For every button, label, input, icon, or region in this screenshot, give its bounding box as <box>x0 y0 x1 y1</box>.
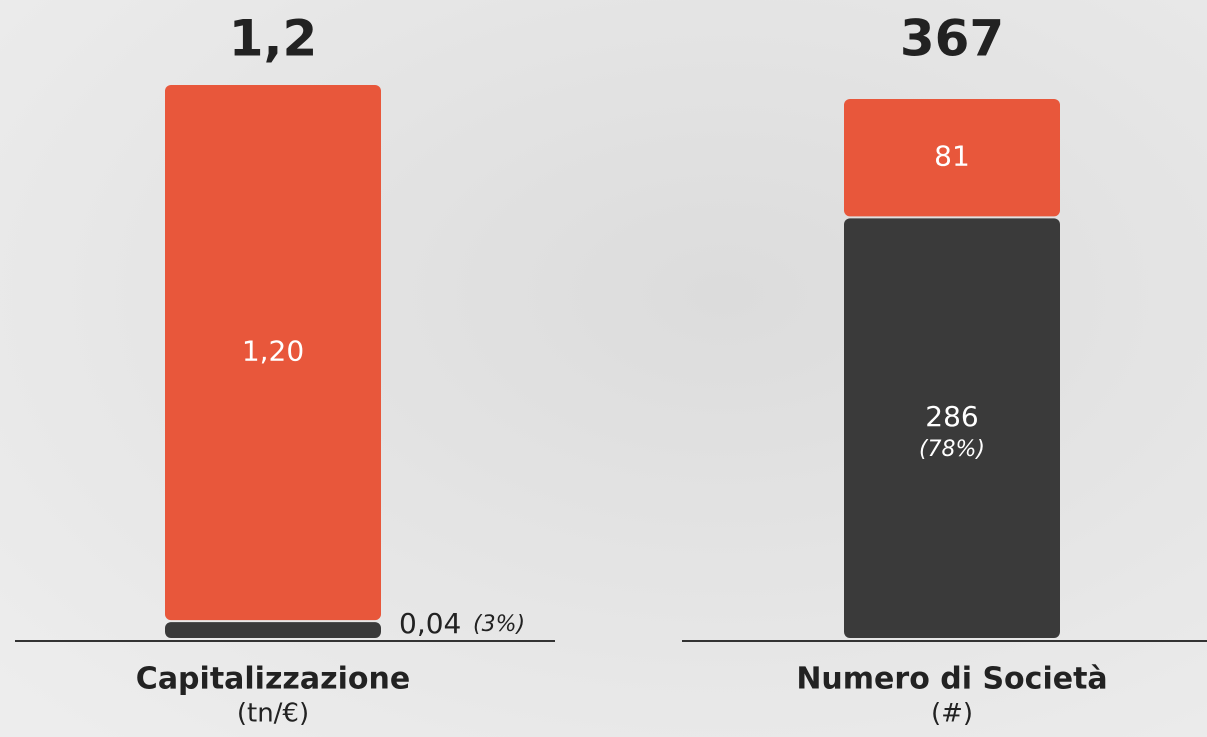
value-label: 81 <box>934 140 970 173</box>
total-label: 367 <box>900 10 1004 68</box>
value-label: 0,04 <box>399 607 461 640</box>
value-label: 1,20 <box>242 335 304 368</box>
share-label: (3%) <box>473 612 525 637</box>
category-label: Numero di Società <box>796 662 1107 697</box>
share-label: (78%) <box>919 437 985 462</box>
unit-label: (tn/€) <box>237 699 309 729</box>
chart: 0,04 (3%) 1,20 1,2 Capitalizzazione(tn/€) 286… <box>0 0 1207 737</box>
total-label: 1,2 <box>229 10 318 68</box>
value-label: 286 <box>925 400 978 433</box>
bar-segment <box>165 622 381 638</box>
category-label: Capitalizzazione <box>136 662 410 697</box>
unit-label: (#) <box>931 699 973 729</box>
page: 0,04 (3%) 1,20 1,2 Capitalizzazione(tn/€) 286… <box>0 0 1207 737</box>
